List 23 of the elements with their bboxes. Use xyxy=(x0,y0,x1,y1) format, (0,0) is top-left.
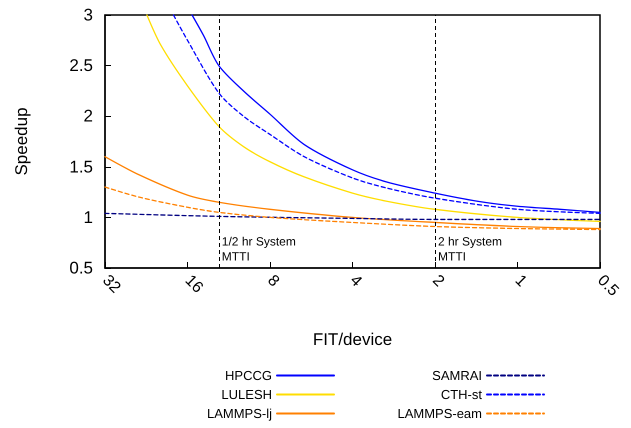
legend-label: LAMMPS-lj xyxy=(206,406,272,421)
legend-label: LULESH xyxy=(221,387,272,402)
x-tick-label: 1 xyxy=(511,272,530,290)
x-tick-label: 2 xyxy=(428,272,448,290)
x-tick-label: 0.5 xyxy=(594,272,622,300)
y-tick-label: 1.5 xyxy=(69,157,93,176)
y-tick-label: 2.5 xyxy=(69,56,93,76)
y-axis-title: Speedup xyxy=(12,107,31,176)
x-tick-label: 8 xyxy=(264,272,282,290)
legend-label: HPCCG xyxy=(225,368,272,383)
y-tick-label: 3 xyxy=(84,6,93,24)
y-tick-label: 0.5 xyxy=(69,258,93,278)
legend-label: LAMMPS-eam xyxy=(397,406,482,421)
x-tick-label: 4 xyxy=(346,272,365,290)
y-tick-label: 2 xyxy=(84,106,93,126)
ref-line-label: 1/2 hr System MTTI xyxy=(222,234,296,264)
x-tick-label: 16 xyxy=(181,272,206,297)
legend-label: SAMRAI xyxy=(432,368,482,383)
legend-label: CTH-st xyxy=(440,387,482,402)
ref-line-label: 2 hr System MTTI xyxy=(438,234,502,264)
x-axis-title: FIT/device xyxy=(312,330,392,349)
x-tick-label: 32 xyxy=(98,272,124,297)
y-tick-label: 1 xyxy=(84,208,93,227)
